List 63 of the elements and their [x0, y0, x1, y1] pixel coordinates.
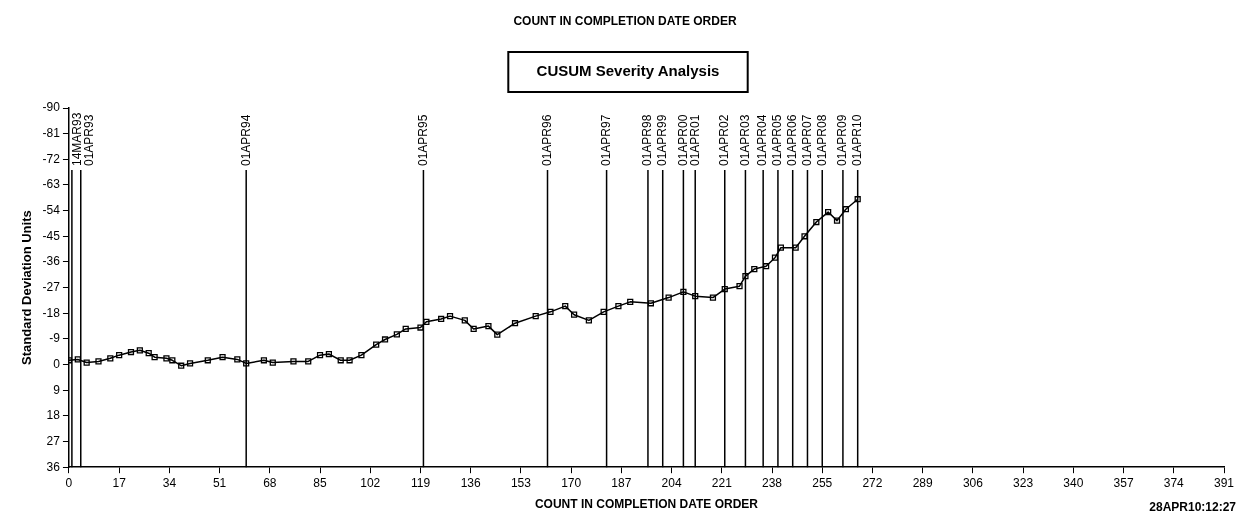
- ref-line-label: 01APR07: [799, 114, 814, 166]
- chart-subtitle: CUSUM Severity Analysis: [536, 62, 720, 80]
- ref-line-label: 01APR06: [785, 114, 800, 166]
- x-tick-label: 68: [263, 475, 277, 490]
- text: 28APR10:12:27: [1149, 500, 1237, 515]
- y-tick-label: -18: [42, 305, 61, 320]
- ref-line-label: 01APR98: [640, 114, 655, 166]
- x-tick-label: 340: [1063, 475, 1084, 490]
- x-tick-label: 255: [812, 475, 833, 490]
- x-tick-label: 306: [962, 475, 984, 490]
- ref-line-label: 01APR95: [415, 114, 430, 166]
- x-tick-label: 323: [1013, 475, 1034, 490]
- x-tick-label: 153: [510, 475, 532, 490]
- ref-line-label: 14MAR93: [70, 112, 85, 166]
- ref-line-label: 01APR09: [835, 114, 850, 166]
- x-tick-label: 17: [112, 475, 127, 490]
- y-tick-label: -90: [42, 100, 61, 115]
- x-tick-label: 374: [1163, 475, 1185, 490]
- y-axis-title: Standard Deviation Units: [19, 210, 35, 365]
- ref-line-label: 01APR00: [675, 114, 690, 166]
- ref-line-label: 01APR01: [687, 114, 702, 166]
- ref-line-label: 01APR93: [82, 114, 97, 166]
- y-tick-label: -36: [42, 254, 61, 269]
- x-tick-label: 170: [561, 475, 582, 490]
- y-tick-label: -9: [49, 331, 61, 346]
- x-tick-label: 289: [912, 475, 934, 490]
- y-tick-label: 9: [53, 382, 61, 397]
- y-tick-label: -54: [42, 202, 61, 217]
- x-tick-label: 51: [212, 475, 227, 490]
- ref-line-label: 01APR02: [717, 114, 732, 166]
- y-tick-label: 27: [46, 433, 61, 448]
- ref-line-label: 01APR08: [814, 114, 829, 166]
- ref-line-label: 01APR04: [755, 114, 770, 166]
- y-tick-label: 36: [46, 459, 61, 474]
- ref-line-label: 01APR03: [737, 114, 752, 166]
- x-tick-label: 85: [313, 475, 328, 490]
- x-tick-label: 238: [762, 475, 783, 490]
- x-tick-label: 136: [460, 475, 482, 490]
- y-tick-label: -72: [42, 151, 61, 166]
- x-axis-title: COUNT IN COMPLETION DATE ORDER: [534, 497, 759, 512]
- y-tick-label: -27: [42, 279, 61, 294]
- x-tick-label: 119: [410, 475, 431, 490]
- ref-line-label: 01APR05: [770, 114, 785, 166]
- x-tick-label: 272: [862, 475, 883, 490]
- ref-line-label: 01APR10: [850, 114, 864, 166]
- x-tick-label: 102: [360, 475, 381, 490]
- x-tick-label: 204: [661, 475, 682, 490]
- x-tick-label: 187: [611, 475, 632, 490]
- y-tick-label: -81: [42, 125, 61, 140]
- y-tick-label: -63: [42, 177, 61, 192]
- ref-line-label: 01APR99: [655, 114, 670, 166]
- x-tick-label: 34: [162, 475, 177, 490]
- y-tick-label: 0: [53, 356, 61, 371]
- y-tick-label: 18: [46, 408, 61, 423]
- x-tick-label: 0: [65, 475, 73, 490]
- y-tick-label: -45: [42, 228, 61, 243]
- x-tick-label: 357: [1113, 475, 1134, 490]
- ref-line-label: 01APR97: [598, 114, 613, 166]
- ref-line-label: 01APR96: [539, 114, 554, 166]
- x-tick-label: 391: [1213, 475, 1235, 490]
- chart-title: COUNT IN COMPLETION DATE ORDER: [513, 14, 737, 29]
- x-tick-label: 221: [711, 475, 733, 490]
- ref-line-label: 01APR94: [238, 114, 253, 166]
